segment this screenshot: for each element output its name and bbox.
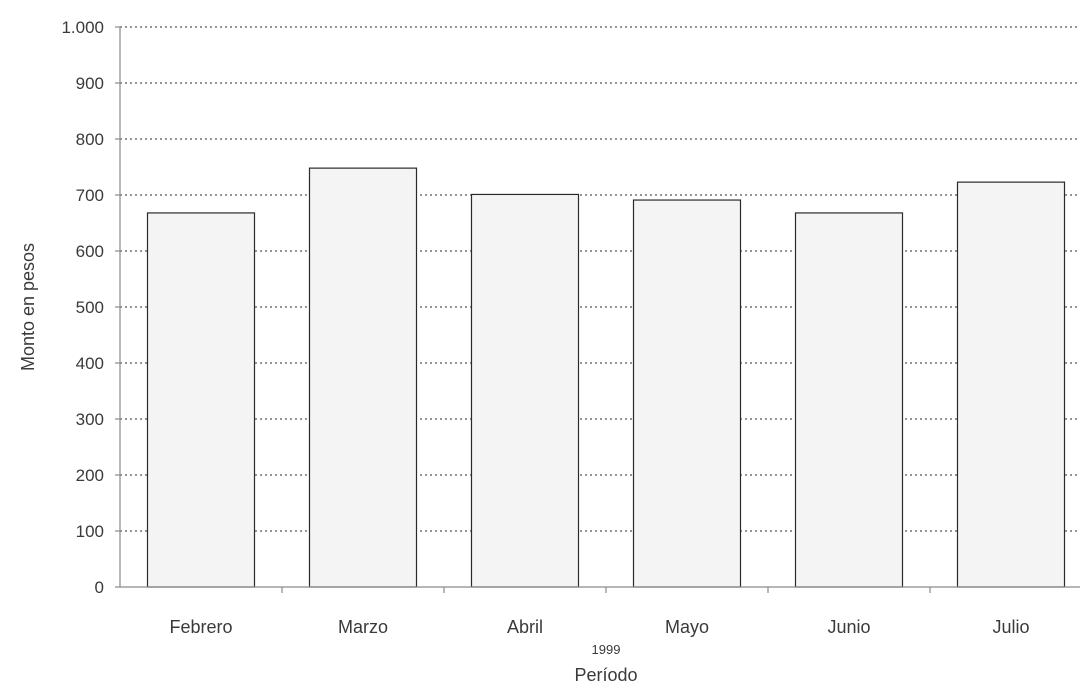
x-tick-label: Marzo bbox=[338, 617, 388, 637]
bar-junio bbox=[794, 212, 904, 588]
bars bbox=[146, 167, 1066, 588]
bar-febrero bbox=[146, 212, 256, 588]
y-tick-label: 700 bbox=[76, 186, 104, 205]
x-category-labels: Febrero Marzo Abril Mayo Junio Julio bbox=[169, 617, 1029, 637]
y-tick-labels: 0 100 200 300 400 500 600 700 800 900 1.000 bbox=[61, 18, 104, 597]
x-axis-sublabel: 1999 bbox=[592, 642, 621, 657]
x-axis-title: Período bbox=[574, 665, 637, 685]
gridlines bbox=[120, 26, 1080, 532]
y-tick-label: 900 bbox=[76, 74, 104, 93]
y-tick-label: 1.000 bbox=[61, 18, 104, 37]
axes bbox=[115, 26, 1080, 593]
x-tick-label: Junio bbox=[827, 617, 870, 637]
y-tick-label: 800 bbox=[76, 130, 104, 149]
y-tick-label: 100 bbox=[76, 522, 104, 541]
bar-marzo bbox=[308, 167, 418, 588]
y-tick-label: 0 bbox=[95, 578, 104, 597]
y-tick-label: 500 bbox=[76, 298, 104, 317]
y-axis-title: Monto en pesos bbox=[18, 243, 38, 371]
x-tick-label: Mayo bbox=[665, 617, 709, 637]
y-tick-label: 600 bbox=[76, 242, 104, 261]
y-tick-label: 200 bbox=[76, 466, 104, 485]
bar-abril bbox=[470, 193, 580, 588]
y-tick-label: 300 bbox=[76, 410, 104, 429]
bar-julio bbox=[956, 181, 1066, 588]
bar-mayo bbox=[632, 199, 742, 588]
x-tick-label: Febrero bbox=[169, 617, 232, 637]
y-tick-label: 400 bbox=[76, 354, 104, 373]
x-tick-label: Julio bbox=[992, 617, 1029, 637]
x-tick-label: Abril bbox=[507, 617, 543, 637]
